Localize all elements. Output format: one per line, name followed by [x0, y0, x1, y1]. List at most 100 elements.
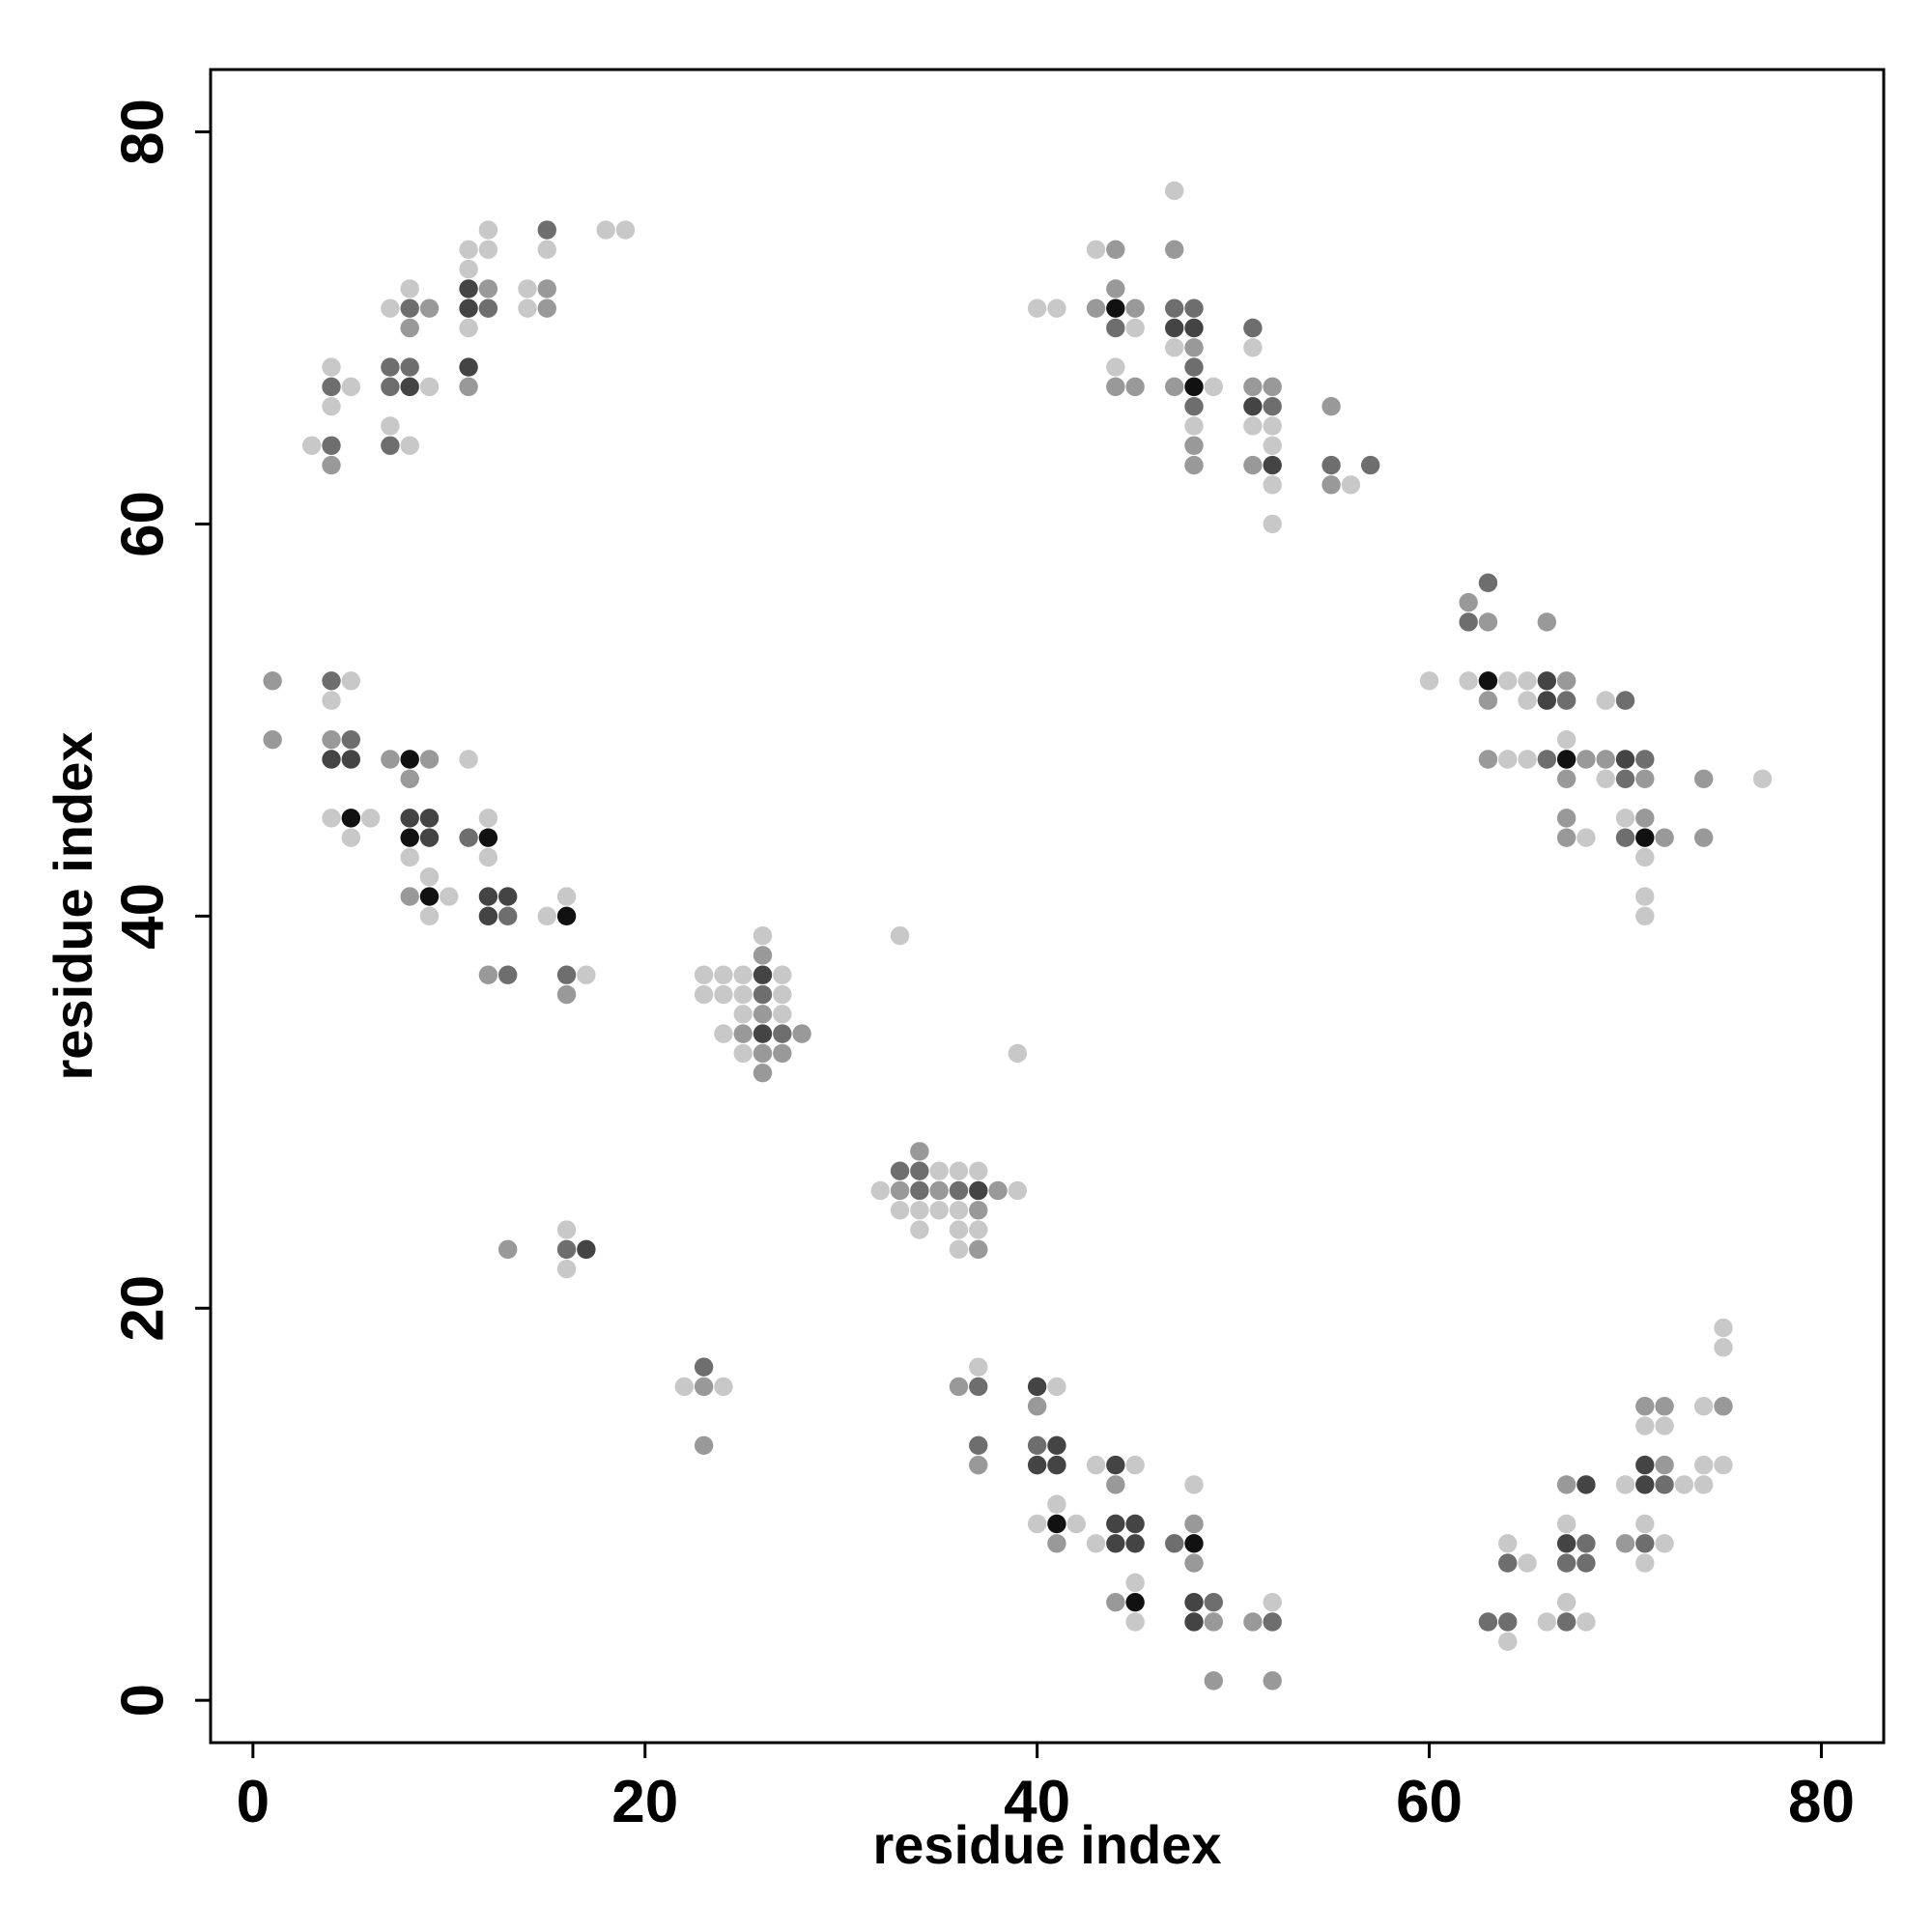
point	[988, 1180, 1008, 1201]
point	[714, 1377, 733, 1397]
point	[733, 1005, 753, 1024]
point	[910, 1142, 929, 1161]
point	[910, 1161, 929, 1180]
point	[1125, 377, 1145, 397]
point	[1321, 475, 1341, 495]
point	[1556, 671, 1577, 691]
point	[263, 671, 282, 691]
point	[1635, 750, 1655, 769]
point	[1655, 1475, 1674, 1494]
point	[1184, 338, 1204, 357]
point	[419, 809, 440, 828]
point	[969, 1180, 988, 1201]
x-tick-label: 40	[1004, 1769, 1070, 1835]
point	[1635, 1475, 1655, 1494]
point	[1243, 416, 1263, 436]
point	[1047, 1377, 1066, 1397]
point	[1498, 1553, 1518, 1573]
point	[753, 946, 773, 965]
point	[1498, 1534, 1518, 1553]
point	[381, 298, 400, 318]
point	[1596, 769, 1615, 788]
point	[1635, 887, 1655, 906]
point	[1635, 1553, 1655, 1573]
point	[1459, 592, 1478, 612]
point	[1184, 377, 1204, 397]
point	[459, 318, 478, 338]
point	[949, 1201, 969, 1220]
point	[322, 671, 341, 691]
point	[1243, 396, 1263, 416]
point	[1106, 298, 1125, 318]
point	[1498, 1632, 1518, 1651]
point	[1243, 1612, 1263, 1632]
point	[1165, 377, 1184, 397]
point	[1693, 1475, 1714, 1494]
point	[322, 436, 341, 455]
point	[1047, 1514, 1066, 1534]
point	[537, 906, 556, 926]
point	[733, 984, 753, 1005]
point	[773, 965, 792, 984]
point	[753, 1005, 773, 1024]
point	[596, 220, 615, 240]
point	[1714, 1455, 1733, 1475]
point	[1263, 436, 1282, 455]
point	[1577, 1553, 1596, 1573]
point	[1498, 750, 1518, 769]
point	[1165, 240, 1184, 260]
point	[1243, 455, 1263, 475]
point	[674, 1377, 695, 1397]
point	[419, 298, 440, 318]
y-tick-label: 80	[109, 99, 176, 165]
point	[322, 455, 341, 475]
point	[1047, 1455, 1066, 1475]
point	[1478, 573, 1498, 593]
point	[1184, 416, 1204, 436]
point	[556, 984, 577, 1005]
point	[419, 906, 440, 926]
point	[478, 887, 498, 906]
point	[615, 220, 636, 240]
point	[400, 769, 419, 788]
point	[1066, 1514, 1086, 1534]
point	[714, 984, 733, 1005]
plot-frame	[209, 68, 1886, 1745]
point	[341, 809, 361, 828]
point	[1577, 1612, 1596, 1632]
point	[1478, 671, 1498, 691]
point	[1537, 671, 1557, 691]
point	[1321, 455, 1341, 475]
point	[459, 357, 478, 377]
point	[949, 1220, 969, 1239]
point	[1204, 1612, 1224, 1632]
point	[1556, 1592, 1577, 1612]
point	[929, 1161, 949, 1180]
point	[1204, 377, 1224, 397]
point	[890, 1201, 910, 1220]
point	[1537, 750, 1557, 769]
point	[556, 1220, 577, 1239]
point	[322, 377, 341, 397]
point	[1047, 1435, 1066, 1456]
point	[518, 279, 537, 298]
point	[400, 828, 419, 847]
point	[537, 240, 556, 260]
point	[1537, 691, 1557, 710]
point	[1635, 906, 1655, 926]
point	[1635, 1397, 1655, 1416]
point	[1518, 691, 1537, 710]
point	[753, 984, 773, 1005]
point	[1184, 1514, 1204, 1534]
point	[263, 729, 282, 750]
point	[1008, 1043, 1028, 1064]
point	[949, 1239, 969, 1260]
point	[1556, 809, 1577, 828]
point	[556, 1259, 577, 1279]
point	[1478, 691, 1498, 710]
point	[341, 828, 361, 847]
point	[1518, 750, 1537, 769]
point	[1263, 1671, 1282, 1690]
y-axis-title: residue index	[43, 731, 103, 1080]
